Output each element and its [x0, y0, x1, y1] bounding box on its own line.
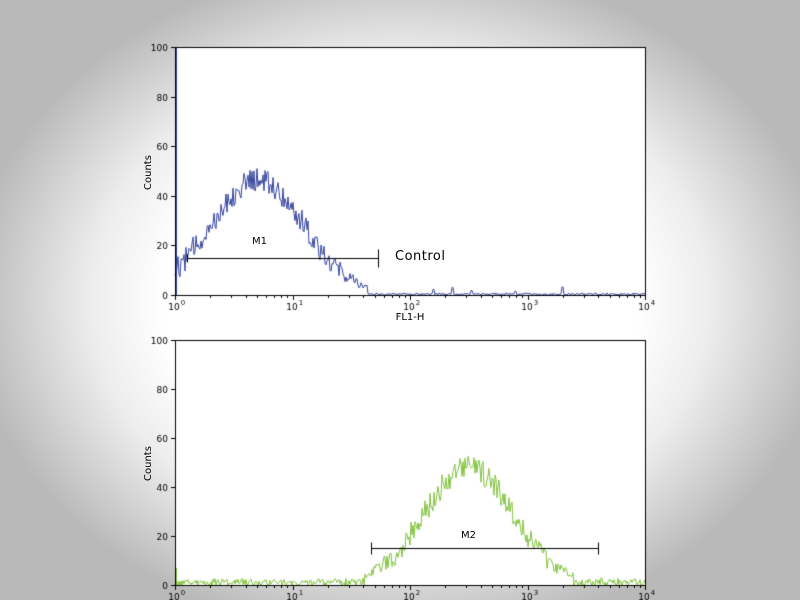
bottom-y-axis-label: Counts — [143, 446, 154, 481]
control-annotation: Control — [395, 249, 446, 264]
top-gate-label: M1 — [252, 236, 267, 247]
top-x-axis-label: FL1-H — [395, 312, 425, 323]
bottom-gate-label: M2 — [461, 530, 476, 541]
top-y-axis-label: Counts — [143, 155, 154, 190]
